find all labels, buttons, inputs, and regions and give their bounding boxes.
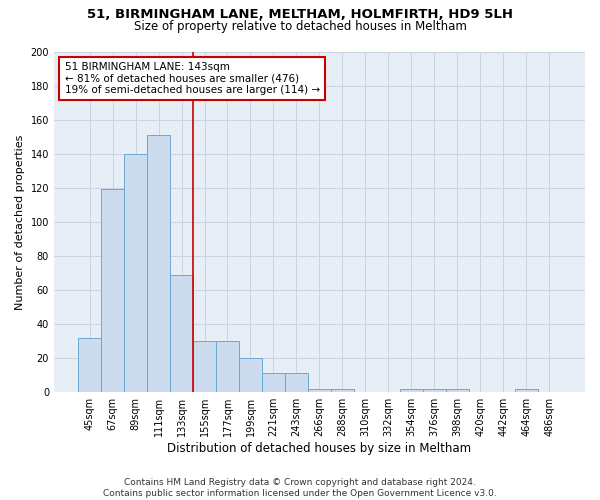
Bar [446, 389, 469, 392]
Text: Contains HM Land Registry data © Crown copyright and database right 2024.
Contai: Contains HM Land Registry data © Crown c… [103, 478, 497, 498]
Bar [170, 274, 193, 392]
Text: 51 BIRMINGHAM LANE: 143sqm
← 81% of detached houses are smaller (476)
19% of sem: 51 BIRMINGHAM LANE: 143sqm ← 81% of deta… [65, 62, 320, 95]
Bar [331, 389, 354, 392]
Text: 51, BIRMINGHAM LANE, MELTHAM, HOLMFIRTH, HD9 5LH: 51, BIRMINGHAM LANE, MELTHAM, HOLMFIRTH,… [87, 8, 513, 20]
Bar [193, 341, 216, 392]
X-axis label: Distribution of detached houses by size in Meltham: Distribution of detached houses by size … [167, 442, 472, 455]
Bar [262, 374, 285, 392]
Bar [400, 389, 423, 392]
Bar [515, 389, 538, 392]
Bar [216, 341, 239, 392]
Bar [308, 389, 331, 392]
Text: Size of property relative to detached houses in Meltham: Size of property relative to detached ho… [134, 20, 466, 33]
Bar [101, 190, 124, 392]
Bar [147, 135, 170, 392]
Bar [78, 338, 101, 392]
Bar [423, 389, 446, 392]
Bar [285, 374, 308, 392]
Y-axis label: Number of detached properties: Number of detached properties [15, 134, 25, 310]
Bar [124, 154, 147, 392]
Bar [239, 358, 262, 392]
